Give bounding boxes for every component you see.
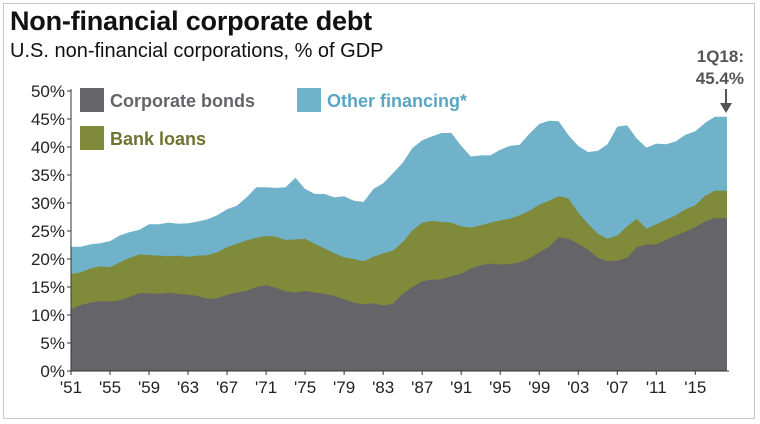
y-tick-label: 20% (31, 250, 65, 269)
y-tick-label: 35% (31, 166, 65, 185)
annotation: 1Q18: 45.4% (696, 47, 744, 113)
x-tick-label: '59 (138, 378, 160, 397)
x-tick-label: '51 (60, 378, 82, 397)
annotation-label: 1Q18: (697, 47, 744, 66)
legend-swatch-corporate-bonds (80, 88, 104, 112)
y-tick-label: 25% (31, 222, 65, 241)
x-tick-label: '11 (646, 378, 667, 397)
x-tick-label: '87 (411, 378, 433, 397)
legend-swatch-other-financing (297, 88, 321, 112)
x-tick-label: '83 (372, 378, 394, 397)
x-tick-label: '71 (255, 378, 277, 397)
y-tick-label: 15% (31, 278, 65, 297)
annotation-arrow-head (720, 103, 732, 113)
legend-label-bank-loans: Bank loans (110, 129, 206, 149)
area-layers (71, 116, 727, 371)
y-tick-label: 10% (31, 306, 65, 325)
y-tick-label: 40% (31, 138, 65, 157)
legend-label-corporate-bonds: Corporate bonds (110, 91, 255, 111)
x-tick-label: '91 (450, 378, 472, 397)
area-corporate-bonds (71, 218, 727, 371)
chart-frame (3, 3, 755, 419)
annotation-value: 45.4% (696, 69, 744, 88)
y-tick-label: 45% (31, 110, 65, 129)
x-tick-label: '99 (528, 378, 550, 397)
x-tick-label: '03 (567, 378, 589, 397)
x-tick-label: '75 (294, 378, 316, 397)
chart-title: Non-financial corporate debt (10, 6, 372, 36)
legend: Corporate bonds Other financing* Bank loan… (80, 88, 467, 150)
x-tick-label: '07 (606, 378, 628, 397)
y-tick-label: 0% (40, 362, 65, 381)
x-tick-label: '79 (333, 378, 355, 397)
x-tick-label: '55 (99, 378, 121, 397)
x-tick-label: '95 (489, 378, 511, 397)
y-tick-label: 30% (31, 194, 65, 213)
y-tick-label: 50% (31, 82, 65, 101)
x-tick-label: '15 (684, 378, 706, 397)
axes: 0% 5% 10% 15% 20% 25% 30% 35% 40% 45% 50% '51 '55 '59… (31, 82, 729, 397)
legend-swatch-bank-loans (80, 126, 104, 150)
chart-subtitle: U.S. non-financial corporations, % of GD… (10, 40, 384, 62)
x-tick-label: '63 (177, 378, 199, 397)
y-tick-label: 5% (40, 334, 65, 353)
legend-label-other-financing: Other financing* (327, 91, 467, 111)
x-tick-label: '67 (216, 378, 238, 397)
